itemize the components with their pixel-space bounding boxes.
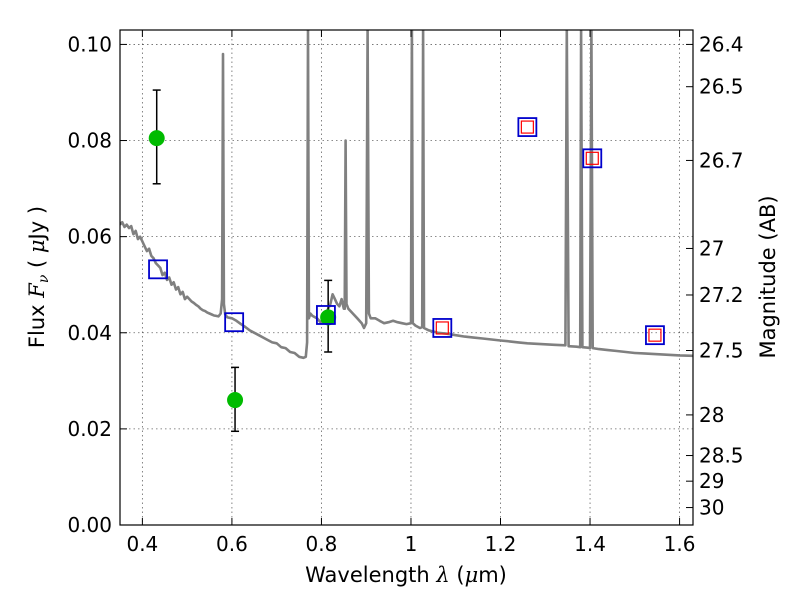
magnitude-tick-label: 28 xyxy=(699,403,724,427)
y-tick-label: 0.10 xyxy=(67,32,112,56)
y-tick-label: 0.00 xyxy=(67,513,112,537)
magnitude-tick-label: 26.5 xyxy=(699,75,744,99)
x-tick-label: 1.6 xyxy=(664,532,696,556)
model-square-red-2 xyxy=(585,151,599,165)
y-axis-label: Flux Fν ( μJy ) xyxy=(25,206,52,348)
x-tick-label: 0.4 xyxy=(126,532,158,556)
model-square-blue-3 xyxy=(432,318,453,338)
model-square-blue-5 xyxy=(582,148,603,169)
magnitude-tick-label: 26.4 xyxy=(699,32,744,56)
model-square-blue-0 xyxy=(148,259,168,280)
blue-squares-layer xyxy=(148,117,665,346)
y-ticks: 0.00 0.02 0.04 0.06 0.08 0.10 xyxy=(67,32,127,537)
model-square-red-3 xyxy=(648,328,662,342)
x-tick-label: 1 xyxy=(405,532,418,556)
x-axis-label: Wavelength λ (μm) xyxy=(305,563,507,587)
x-tick-label: 1.4 xyxy=(574,532,606,556)
x-ticks: 0.4 0.6 0.8 1 1.2 1.4 1.6 xyxy=(126,30,695,556)
y-tick-label: 0.02 xyxy=(67,417,112,441)
observed-point-1 xyxy=(227,392,244,409)
magnitude-ticks: 26.4 26.5 26.7 27 27.2 27.5 28 28.529 30 xyxy=(686,32,744,520)
model-square-blue-4 xyxy=(517,117,538,137)
magnitude-axis-label: Magnitude (AB) xyxy=(756,195,780,358)
magnitude-tick-label: 26.7 xyxy=(699,148,744,172)
x-tick-label: 0.8 xyxy=(306,532,338,556)
magnitude-tick-label: 30 xyxy=(699,496,724,520)
plot-frame xyxy=(119,29,694,526)
model-square-blue-6 xyxy=(645,325,665,346)
observed-point-0 xyxy=(148,130,165,147)
y-tick-label: 0.06 xyxy=(67,225,112,249)
observed-point-2 xyxy=(320,309,337,326)
y-tick-label: 0.08 xyxy=(67,129,112,153)
observed-points-layer xyxy=(148,130,337,409)
model-square-blue-1 xyxy=(224,312,245,333)
magnitude-tick-label: 27.5 xyxy=(699,339,744,363)
x-tick-label: 1.2 xyxy=(485,532,517,556)
magnitude-tick-label: 27 xyxy=(699,236,724,260)
model-square-blue-2 xyxy=(316,305,336,325)
magnitude-tick-label: 29 xyxy=(699,469,724,493)
magnitude-tick-label: 28.5 xyxy=(699,444,744,468)
y-tick-label: 0.04 xyxy=(67,321,112,345)
model-square-red-1 xyxy=(520,120,534,134)
x-tick-label: 0.6 xyxy=(216,532,248,556)
red-squares-layer xyxy=(435,120,662,342)
model-square-red-0 xyxy=(435,321,449,335)
magnitude-tick-label: 27.2 xyxy=(699,283,744,307)
